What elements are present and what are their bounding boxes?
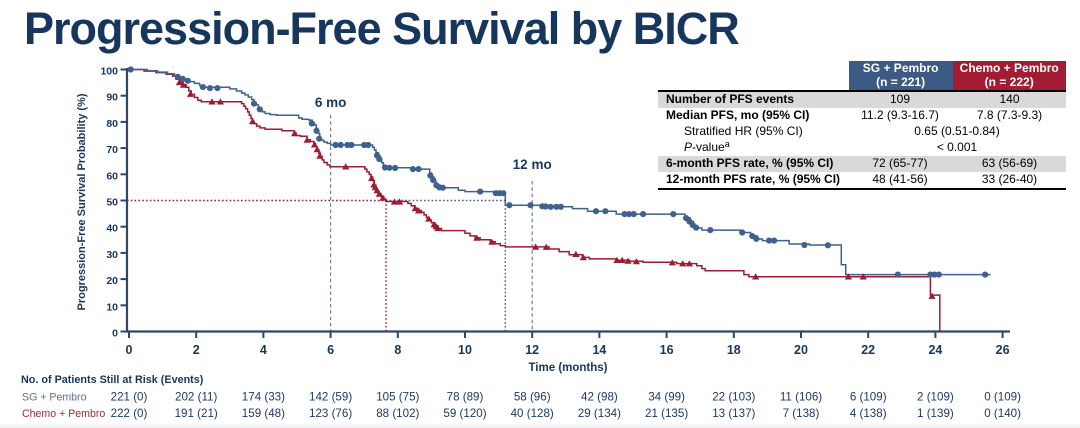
svg-text:88 (102): 88 (102) bbox=[376, 407, 419, 420]
svg-text:221 (0): 221 (0) bbox=[111, 391, 148, 404]
svg-text:123 (76): 123 (76) bbox=[309, 407, 352, 420]
svg-text:2 (109): 2 (109) bbox=[917, 391, 954, 404]
svg-text:10: 10 bbox=[458, 343, 472, 357]
svg-text:21 (135): 21 (135) bbox=[645, 407, 688, 420]
svg-text:Time (months): Time (months) bbox=[528, 362, 607, 374]
svg-text:16: 16 bbox=[660, 343, 674, 357]
svg-text:22: 22 bbox=[861, 343, 875, 357]
svg-text:Chemo + Pembro: Chemo + Pembro bbox=[22, 408, 105, 420]
svg-text:29 (134): 29 (134) bbox=[578, 407, 621, 420]
svg-text:59 (120): 59 (120) bbox=[443, 407, 486, 420]
svg-text:No. of Patients Still at Risk: No. of Patients Still at Risk (Events) bbox=[21, 374, 204, 386]
svg-text:4: 4 bbox=[260, 343, 267, 357]
svg-text:105 (75): 105 (75) bbox=[376, 391, 419, 404]
svg-text:78 (89): 78 (89) bbox=[447, 391, 484, 404]
svg-text:4 (138): 4 (138) bbox=[850, 407, 887, 420]
svg-text:80: 80 bbox=[106, 118, 118, 130]
svg-text:100: 100 bbox=[100, 66, 118, 78]
svg-text:8: 8 bbox=[394, 343, 401, 357]
svg-text:70: 70 bbox=[106, 144, 118, 156]
svg-text:142 (59): 142 (59) bbox=[309, 391, 352, 404]
svg-text:18: 18 bbox=[727, 343, 741, 357]
svg-text:20: 20 bbox=[794, 343, 808, 357]
svg-text:174 (33): 174 (33) bbox=[242, 391, 285, 404]
svg-text:20: 20 bbox=[106, 275, 118, 287]
svg-text:40 (128): 40 (128) bbox=[511, 407, 554, 420]
svg-text:11 (106): 11 (106) bbox=[780, 391, 822, 404]
svg-text:26: 26 bbox=[996, 343, 1010, 357]
svg-text:12: 12 bbox=[525, 343, 539, 357]
svg-text:2: 2 bbox=[193, 343, 200, 357]
svg-text:7 (138): 7 (138) bbox=[783, 407, 820, 420]
svg-text:1 (139): 1 (139) bbox=[917, 407, 954, 420]
svg-text:0 (109): 0 (109) bbox=[984, 391, 1021, 404]
svg-text:40: 40 bbox=[106, 223, 118, 235]
svg-text:10: 10 bbox=[106, 301, 118, 313]
svg-text:0 (140): 0 (140) bbox=[984, 407, 1021, 420]
svg-text:14: 14 bbox=[592, 343, 606, 357]
svg-text:202 (11): 202 (11) bbox=[175, 391, 217, 404]
svg-text:24: 24 bbox=[928, 343, 942, 357]
svg-text:0: 0 bbox=[126, 343, 133, 357]
svg-text:13 (137): 13 (137) bbox=[712, 407, 755, 420]
svg-text:30: 30 bbox=[106, 249, 118, 261]
svg-text:60: 60 bbox=[106, 170, 118, 182]
svg-text:90: 90 bbox=[106, 92, 118, 104]
svg-text:12 mo: 12 mo bbox=[513, 157, 552, 172]
svg-text:50: 50 bbox=[106, 197, 118, 209]
svg-text:6 mo: 6 mo bbox=[315, 95, 347, 110]
svg-text:6 (109): 6 (109) bbox=[850, 391, 887, 404]
svg-text:222 (0): 222 (0) bbox=[111, 407, 148, 420]
svg-text:SG + Pembro: SG + Pembro bbox=[22, 392, 87, 404]
svg-text:22 (103): 22 (103) bbox=[712, 391, 755, 404]
svg-text:0: 0 bbox=[112, 328, 118, 340]
svg-text:34 (99): 34 (99) bbox=[648, 391, 685, 404]
svg-text:Progression-Free Survival Prob: Progression-Free Survival Probability (%… bbox=[76, 93, 88, 310]
svg-text:191 (21): 191 (21) bbox=[175, 407, 218, 420]
svg-text:58 (96): 58 (96) bbox=[514, 391, 551, 404]
svg-text:6: 6 bbox=[327, 343, 334, 357]
svg-text:42 (98): 42 (98) bbox=[581, 391, 618, 404]
svg-text:159 (48): 159 (48) bbox=[242, 407, 285, 420]
